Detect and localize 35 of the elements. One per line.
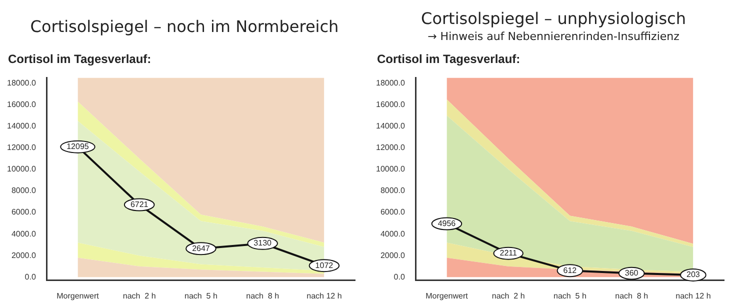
y-tick-label: 18000.0 bbox=[376, 78, 406, 88]
x-tick-label: nach 5 h bbox=[184, 291, 218, 300]
chart-subtitle: Cortisol im Tagesverlauf: bbox=[7, 52, 152, 68]
x-tick-label: nach 2 h bbox=[122, 291, 156, 300]
y-tick-label: 10000.0 bbox=[6, 164, 36, 174]
x-tick-label: nach 12 h bbox=[306, 291, 342, 300]
y-tick-label: 2000.0 bbox=[380, 250, 406, 260]
y-tick-label: 4000.0 bbox=[380, 229, 406, 238]
y-tick-label: 0.0 bbox=[394, 272, 406, 282]
text: → Hinweis auf Nebennierenrinden-Insuffizienz bbox=[426, 30, 680, 43]
y-tick-label: 16000.0 bbox=[6, 100, 36, 109]
y-tick-label: 10000.0 bbox=[376, 164, 406, 174]
chart-title: Cortisolspiegel – unphysiologisch bbox=[420, 9, 687, 28]
y-tick-label: 2000.0 bbox=[11, 250, 36, 260]
x-tick-label: nach 2 h bbox=[492, 291, 525, 300]
y-tick-label: 8000.0 bbox=[380, 186, 406, 196]
y-tick-label: 14000.0 bbox=[6, 122, 36, 130]
y-tick-label: 6000.0 bbox=[380, 208, 406, 217]
y-tick-label: 4000.0 bbox=[11, 229, 36, 238]
chart-subtitle: Cortisol im Tagesverlauf: bbox=[376, 52, 522, 68]
y-tick-label: 14000.0 bbox=[376, 122, 406, 130]
y-tick-label: 6000.0 bbox=[11, 208, 36, 217]
x-tick-label: nach 8 h bbox=[615, 291, 648, 300]
x-tick-label: Morgenwert bbox=[426, 291, 469, 300]
x-tick-label: nach 8 h bbox=[246, 291, 280, 300]
chart-title: Cortisolspiegel – noch im Normbereich bbox=[29, 16, 340, 36]
x-tick-label: nach 5 h bbox=[554, 291, 586, 300]
x-tick-label: Morgenwert bbox=[56, 291, 100, 300]
y-tick-label: 8000.0 bbox=[11, 186, 36, 196]
y-tick-label: 12000.0 bbox=[376, 143, 406, 152]
x-tick-label: nach 12 h bbox=[676, 291, 711, 300]
y-tick-label: 16000.0 bbox=[376, 100, 406, 109]
y-tick-label: 18000.0 bbox=[6, 78, 36, 88]
y-tick-label: 0.0 bbox=[24, 272, 36, 282]
y-tick-label: 12000.0 bbox=[6, 143, 36, 152]
